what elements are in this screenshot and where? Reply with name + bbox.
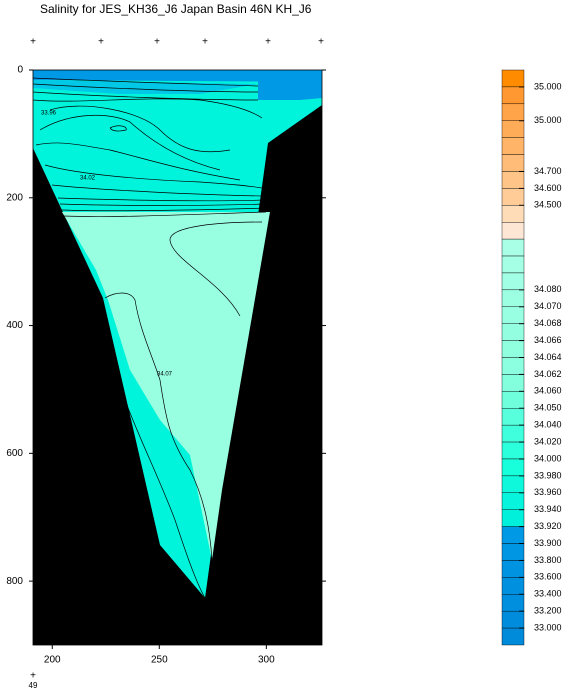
colorbar-label: 33.980 (534, 470, 562, 480)
colorbar-band (501, 289, 525, 307)
colorbar-label: 34.600 (534, 183, 562, 193)
y-tick-label: 600 (6, 448, 23, 459)
contour-label: 33.96 (41, 111, 57, 117)
colorbar-label: 33.400 (534, 589, 562, 599)
colorbar-label: 34.064 (534, 352, 562, 362)
colorbar-band (501, 137, 525, 155)
colorbar-label: 34.000 (534, 453, 562, 463)
colorbar-label: 34.060 (534, 386, 562, 396)
colorbar-band (501, 323, 525, 341)
colorbar-label: 33.900 (534, 538, 562, 548)
colorbar-band (501, 306, 525, 324)
colorbar-label: 33.000 (534, 622, 562, 632)
colorbar-band (501, 374, 525, 392)
colorbar-band (501, 86, 525, 105)
chart-title: Salinity for JES_KH36_J6 Japan Basin 46N… (40, 2, 312, 16)
y-tick-label: 400 (6, 320, 23, 331)
x-tick-label: 300 (258, 655, 275, 666)
colorbar-label: 34.040 (534, 420, 562, 430)
colorbar-band (501, 458, 525, 477)
colorbar-label: 33.960 (534, 487, 562, 497)
colorbar-band (501, 560, 525, 578)
y-tick-label: 0 (17, 65, 23, 76)
colorbar-band (501, 408, 525, 426)
colorbar-band (501, 255, 525, 274)
colorbar-label: 34.700 (534, 166, 562, 176)
colorbar-band (501, 577, 525, 595)
colorbar-band (501, 357, 525, 375)
water-region (62, 212, 270, 560)
colorbar-band (501, 272, 525, 291)
colorbar-band (501, 627, 525, 646)
colorbar-label: 35.000 (534, 81, 562, 91)
colorbar-label: 33.940 (534, 504, 562, 514)
contours (32, 77, 269, 599)
colorbar-label: 34.080 (534, 284, 562, 294)
colorbar-label: 34.066 (534, 335, 562, 345)
colorbar-band (501, 475, 525, 493)
colorbar-band (501, 238, 525, 257)
colorbar-label: 34.070 (534, 301, 562, 311)
colorbar-label: 33.920 (534, 521, 562, 531)
colorbar-band (501, 171, 525, 189)
colorbar-band (501, 222, 525, 240)
colorbar-label: 34.020 (534, 436, 562, 446)
footer-label: 49 (29, 681, 38, 690)
y-tick-label: 200 (6, 192, 23, 203)
colorbar-band (501, 594, 525, 612)
colorbar-label: 33.600 (534, 572, 562, 582)
colorbar-band (501, 391, 525, 409)
colorbar-band (501, 340, 525, 358)
water-region (258, 70, 322, 100)
station-markers: + + + + + + (30, 37, 324, 48)
contour-label: 34.02 (80, 176, 96, 182)
colorbar-label: 34.068 (534, 318, 562, 328)
colorbar-band (501, 69, 525, 88)
marker: + (318, 37, 324, 48)
colorbar-label: 34.050 (534, 403, 562, 413)
colorbar-band (501, 610, 525, 629)
marker: + (30, 671, 36, 682)
colorbar-label: 33.200 (534, 606, 562, 616)
colorbar-band (501, 154, 525, 172)
colorbar-band (501, 188, 525, 206)
marker: + (98, 37, 104, 48)
y-tick-label: 800 (6, 576, 23, 587)
marker: + (154, 37, 160, 48)
marker: + (202, 37, 208, 48)
colorbar-band (501, 509, 525, 527)
colorbar-band (501, 103, 525, 121)
colorbar-label: 34.500 (534, 200, 562, 210)
x-tick-label: 200 (44, 655, 61, 666)
colorbar-label: 34.062 (534, 369, 562, 379)
colorbar-label: 33.800 (534, 555, 562, 565)
contour-label: 34.07 (157, 372, 173, 378)
plot-frame (32, 69, 323, 646)
marker: + (30, 37, 36, 48)
marker: + (265, 37, 271, 48)
colorbar-label: 35.000 (534, 115, 562, 125)
colorbar-band (501, 424, 525, 443)
colorbar-band (501, 543, 525, 561)
x-tick-label: 250 (151, 655, 168, 666)
colorbar-band (501, 205, 525, 223)
colorbar-band (501, 441, 525, 460)
water-region (33, 70, 322, 82)
water-region (33, 80, 258, 94)
colorbar-band (501, 492, 525, 510)
colorbar-band (501, 120, 525, 138)
colorbar-band (501, 526, 525, 544)
